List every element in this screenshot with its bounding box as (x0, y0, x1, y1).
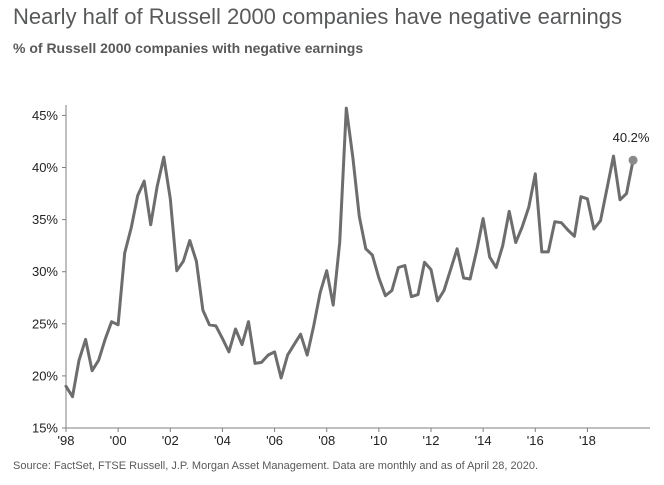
x-tick-label: '04 (214, 433, 231, 448)
x-axis-ticks: '98 '00 '02 '04 '06 '08 '10 '12 '14 '16 '18 (58, 428, 596, 448)
y-tick-label: 20% (32, 368, 58, 383)
x-tick-label: '08 (318, 433, 335, 448)
end-point-marker (628, 155, 638, 165)
x-tick-label: '18 (579, 433, 596, 448)
x-tick-label: '12 (423, 433, 440, 448)
end-value-label: 40.2% (613, 130, 650, 145)
x-tick-label: '02 (162, 433, 179, 448)
chart-axes (65, 105, 650, 429)
y-tick-label: 45% (32, 108, 58, 123)
y-tick-label: 25% (32, 316, 58, 331)
chart-title: Nearly half of Russell 2000 companies ha… (13, 4, 623, 29)
chart-subtitle: % of Russell 2000 companies with negativ… (13, 40, 364, 56)
y-tick-label: 15% (32, 421, 58, 436)
x-tick-label: '16 (527, 433, 544, 448)
x-tick-label: '98 (58, 433, 75, 448)
series-line (64, 106, 635, 399)
y-tick-label: 30% (32, 264, 58, 279)
y-tick-label: 40% (32, 160, 58, 175)
x-tick-label: '06 (266, 433, 283, 448)
y-tick-label: 35% (32, 212, 58, 227)
source-note: Source: FactSet, FTSE Russell, J.P. Morg… (13, 460, 539, 472)
x-tick-label: '10 (370, 433, 387, 448)
x-tick-label: '00 (110, 433, 127, 448)
x-tick-label: '14 (475, 433, 492, 448)
series-group: 40.2% (64, 106, 650, 399)
y-axis-ticks: 15% 20% 25% 30% 35% 40% 45% (32, 108, 66, 436)
